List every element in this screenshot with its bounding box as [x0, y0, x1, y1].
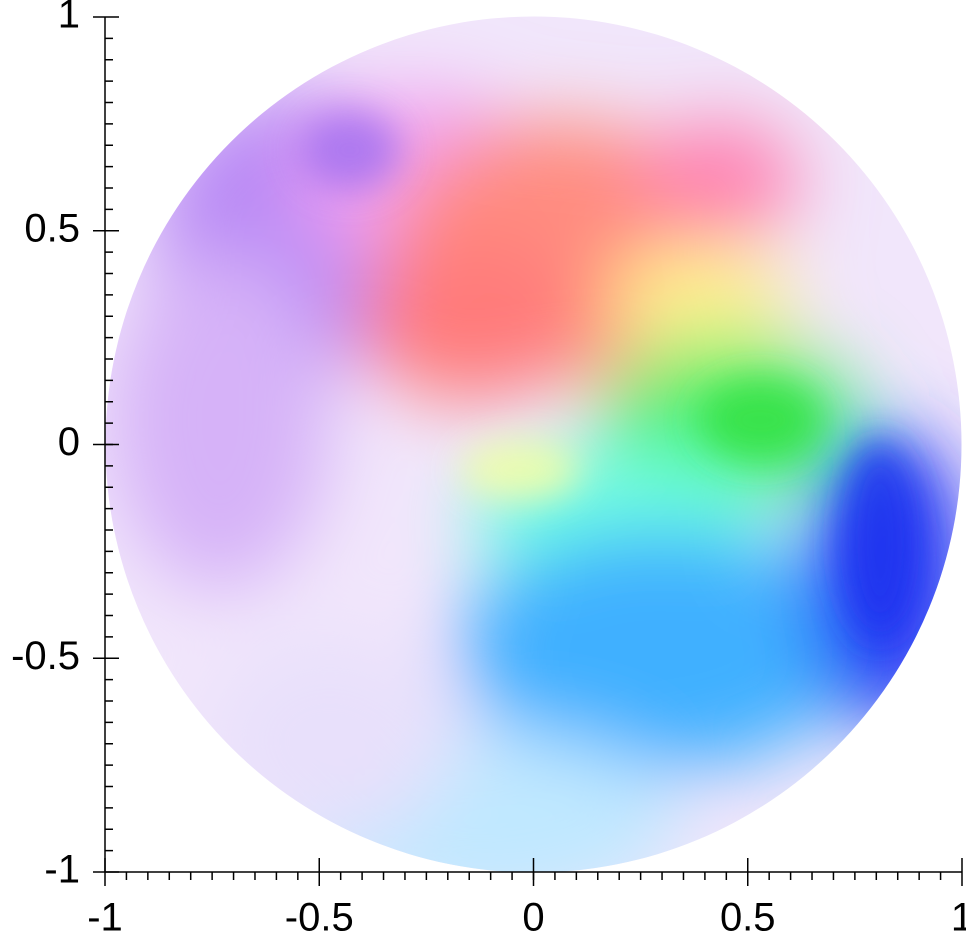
y-tick-label: -1: [44, 848, 80, 892]
x-tick-label: 0.5: [720, 896, 776, 940]
y-tick-label: 0: [58, 420, 80, 464]
y-tick-label: 1: [58, 0, 80, 37]
x-tick-label: -1: [87, 896, 123, 940]
y-tick-label: -0.5: [11, 634, 80, 678]
x-tick-label: 0: [522, 896, 544, 940]
x-tick-label: -0.5: [285, 896, 354, 940]
x-tick-label: 1: [951, 896, 966, 940]
y-tick-label: 0.5: [24, 206, 80, 250]
color-field: [105, 16, 962, 873]
